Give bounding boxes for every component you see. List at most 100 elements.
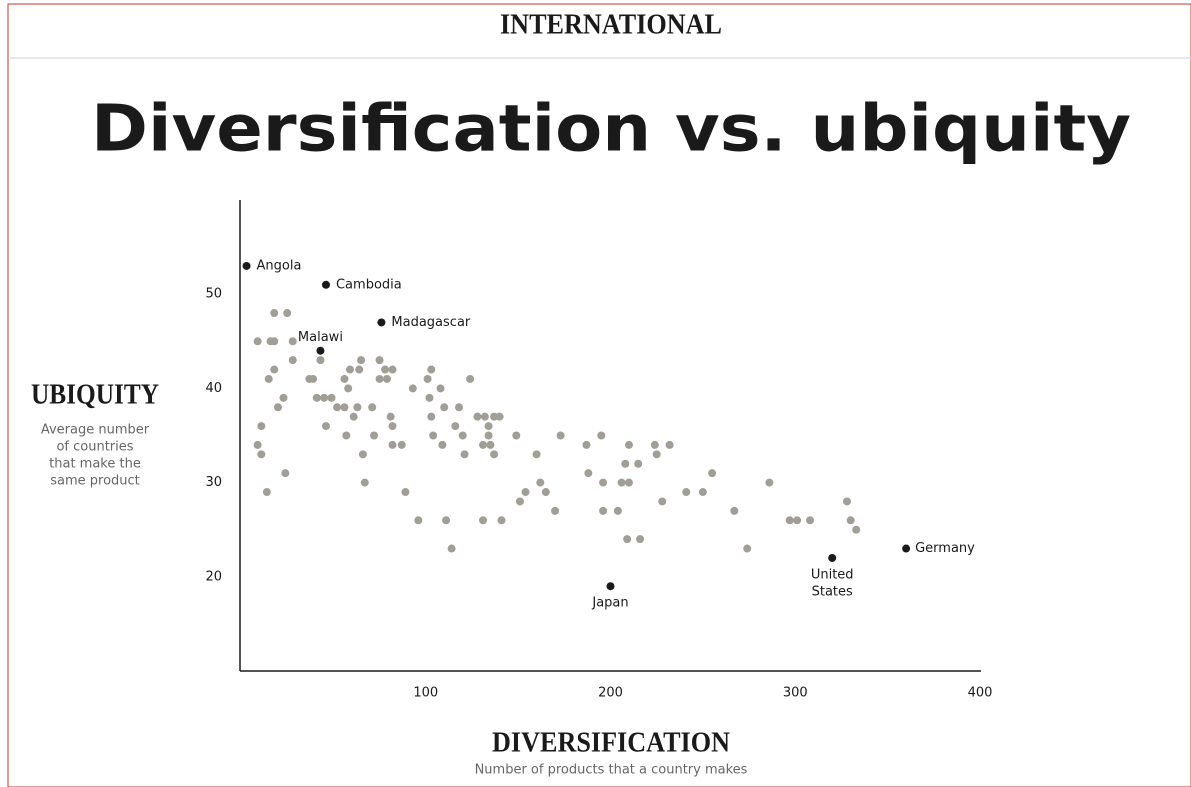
point (455, 403, 464, 412)
point (765, 478, 774, 487)
point (349, 412, 358, 421)
point (429, 431, 438, 440)
point (458, 431, 467, 440)
point (479, 440, 488, 449)
point (401, 488, 410, 497)
point (270, 337, 279, 346)
x-tick-label: 400 (968, 686, 993, 701)
point (253, 440, 262, 449)
point (312, 393, 321, 402)
point (806, 516, 815, 525)
point (447, 544, 456, 553)
x-tick-label: 300 (783, 686, 808, 701)
point (270, 309, 279, 318)
point (309, 374, 318, 383)
y-tick-label: 20 (205, 569, 222, 584)
point (460, 450, 469, 459)
point-label: Angola (257, 258, 302, 273)
point (283, 309, 292, 318)
point (785, 516, 794, 525)
point (327, 393, 336, 402)
chart-title: Diversification vs. ubiquity (91, 93, 1131, 167)
point (597, 431, 606, 440)
x-axis-label: DIVERSIFICATION (492, 727, 730, 758)
point-label: Cambodia (336, 277, 402, 292)
point (599, 506, 608, 515)
point (357, 356, 366, 365)
point (388, 440, 397, 449)
point (484, 422, 493, 431)
point (634, 459, 643, 468)
frame (7, 3, 1191, 787)
point (479, 516, 488, 525)
point (650, 440, 659, 449)
point (425, 393, 434, 402)
point (743, 544, 752, 553)
point (279, 393, 288, 402)
x-axis-sublabel: Number of products that a country makes (475, 763, 748, 778)
highlight-point (316, 346, 325, 355)
point (623, 535, 632, 544)
point (344, 384, 353, 393)
point (599, 478, 608, 487)
highlight-point (321, 280, 330, 289)
point (652, 450, 661, 459)
point (340, 403, 349, 412)
point (621, 459, 630, 468)
point (368, 403, 377, 412)
point (698, 488, 707, 497)
point (658, 497, 667, 506)
point (624, 440, 633, 449)
point (665, 440, 674, 449)
point (490, 412, 499, 421)
point (257, 450, 266, 459)
point (423, 374, 432, 383)
point (388, 365, 397, 374)
highlight-point (377, 318, 386, 327)
point (333, 403, 342, 412)
point (512, 431, 521, 440)
point (273, 403, 282, 412)
point (408, 384, 417, 393)
section-header: INTERNATIONAL (500, 9, 722, 40)
point (497, 516, 506, 525)
point (532, 450, 541, 459)
point (281, 469, 290, 478)
point (484, 431, 493, 440)
point (375, 374, 384, 383)
point (536, 478, 545, 487)
point (617, 478, 626, 487)
y-tick-label: 50 (205, 287, 222, 302)
x-tick-label: 200 (598, 686, 623, 701)
point (582, 440, 591, 449)
point (613, 506, 622, 515)
point (490, 450, 499, 459)
point (386, 412, 395, 421)
point (353, 403, 362, 412)
point (342, 431, 351, 440)
point (466, 374, 475, 383)
point (370, 431, 379, 440)
point (636, 535, 645, 544)
point (451, 422, 460, 431)
point (358, 450, 367, 459)
point (340, 374, 349, 383)
point (442, 516, 451, 525)
point (355, 365, 364, 374)
point (288, 337, 297, 346)
y-axis-label: UBIQUITY (31, 379, 159, 410)
point (541, 488, 550, 497)
point-label: States (812, 584, 853, 599)
point (515, 497, 524, 506)
point (262, 488, 271, 497)
point (440, 403, 449, 412)
point (360, 478, 369, 487)
point (388, 422, 397, 431)
point (682, 488, 691, 497)
point (320, 393, 329, 402)
point (793, 516, 802, 525)
point-label: Japan (591, 596, 628, 611)
point (270, 365, 279, 374)
point-label: Madagascar (391, 315, 471, 330)
